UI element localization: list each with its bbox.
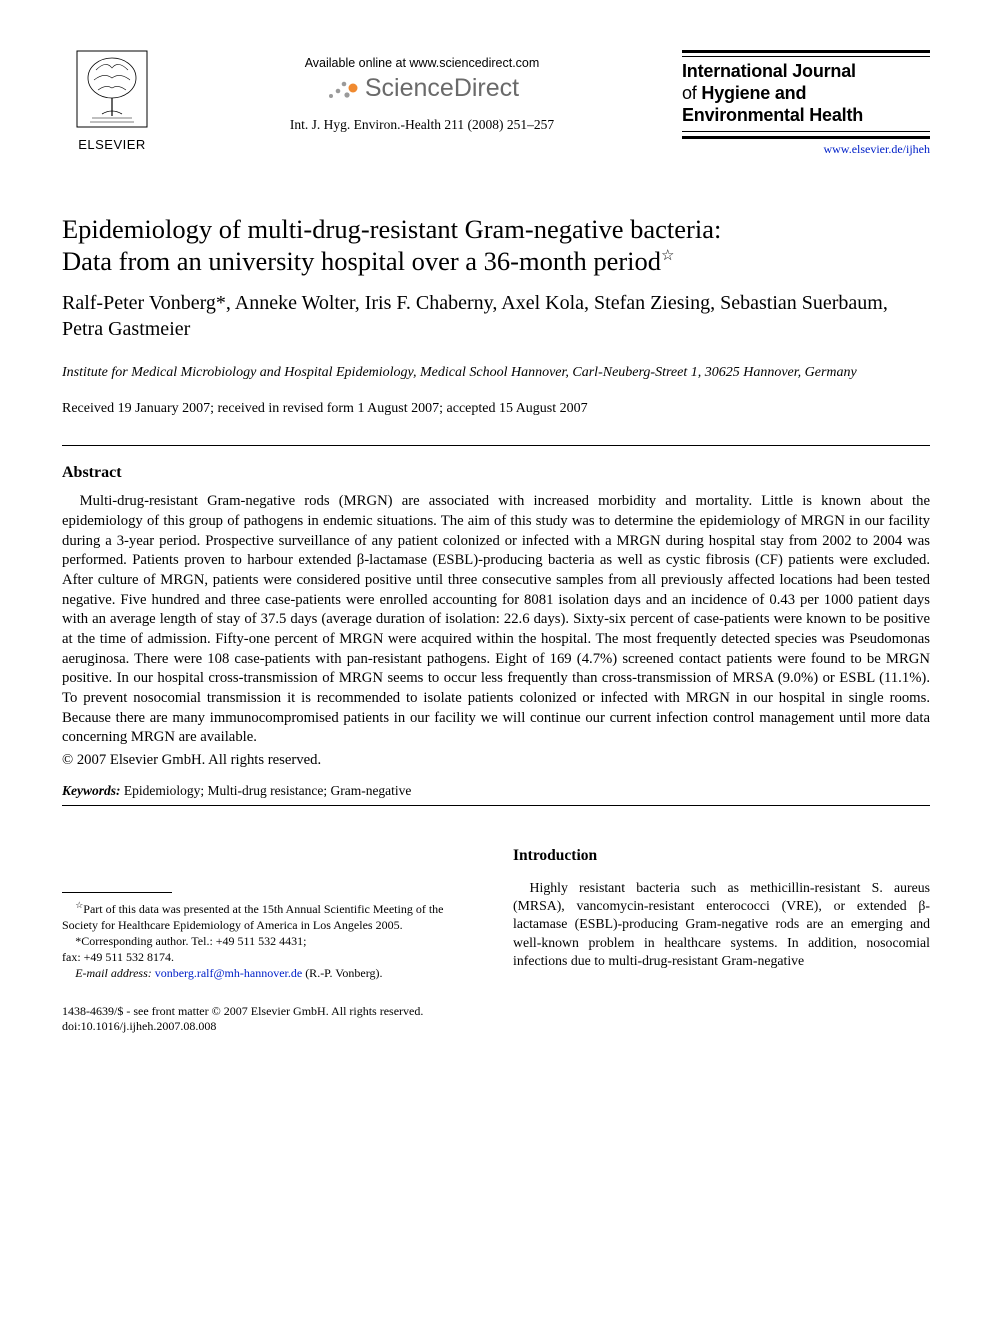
left-column: ☆Part of this data was presented at the … bbox=[62, 846, 479, 981]
bottom-metadata: 1438-4639/$ - see front matter © 2007 El… bbox=[62, 1004, 930, 1035]
article-dates: Received 19 January 2007; received in re… bbox=[62, 401, 930, 417]
affiliation: Institute for Medical Microbiology and H… bbox=[62, 364, 930, 383]
journal-rule-thin bbox=[682, 56, 930, 57]
rule-below-keywords bbox=[62, 805, 930, 806]
abstract-body: Multi-drug-resistant Gram-negative rods … bbox=[62, 492, 930, 748]
email-tail: (R.-P. Vonberg). bbox=[305, 966, 382, 980]
two-column-region: ☆Part of this data was presented at the … bbox=[62, 846, 930, 981]
footnote-star: ☆Part of this data was presented at the … bbox=[62, 899, 479, 933]
right-column: Introduction Highly resistant bacteria s… bbox=[513, 846, 930, 981]
doi-line: doi:10.1016/j.ijheh.2007.08.008 bbox=[62, 1019, 930, 1035]
journal-rule-bottom bbox=[682, 136, 930, 139]
sciencedirect-text: ScienceDirect bbox=[365, 74, 519, 103]
header-center: Available online at www.sciencedirect.co… bbox=[162, 50, 682, 133]
journal-title-line3: Environmental Health bbox=[682, 105, 930, 127]
abstract-heading: Abstract bbox=[62, 464, 930, 482]
available-online-text: Available online at www.sciencedirect.co… bbox=[162, 56, 682, 70]
journal-title-block: International Journal of Hygiene and Env… bbox=[682, 50, 930, 157]
publisher-block: ELSEVIER bbox=[62, 50, 162, 152]
publisher-label: ELSEVIER bbox=[62, 137, 162, 152]
footnote-rule bbox=[62, 892, 172, 893]
article-title: Epidemiology of multi-drug-resistant Gra… bbox=[62, 213, 930, 278]
email-address[interactable]: vonberg.ralf@mh-hannover.de bbox=[152, 966, 305, 980]
journal-title-line2: of Hygiene and bbox=[682, 83, 930, 105]
abstract-copyright: © 2007 Elsevier GmbH. All rights reserve… bbox=[62, 752, 930, 769]
sciencedirect-dots-icon bbox=[325, 76, 359, 102]
author-list: Ralf-Peter Vonberg*, Anneke Wolter, Iris… bbox=[62, 290, 930, 343]
journal-title-line1: International Journal bbox=[682, 61, 930, 83]
journal-rule-thin2 bbox=[682, 131, 930, 132]
title-footnote-star: ☆ bbox=[661, 248, 674, 264]
introduction-body: Highly resistant bacteria such as methic… bbox=[513, 879, 930, 971]
keywords-line: Keywords: Epidemiology; Multi-drug resis… bbox=[62, 783, 930, 799]
introduction-heading: Introduction bbox=[513, 846, 930, 867]
page-header: ELSEVIER Available online at www.science… bbox=[62, 50, 930, 157]
elsevier-tree-icon bbox=[76, 50, 148, 128]
keywords-value: Epidemiology; Multi-drug resistance; Gra… bbox=[121, 783, 412, 798]
email-label: E-mail address: bbox=[75, 966, 152, 980]
issn-line: 1438-4639/$ - see front matter © 2007 El… bbox=[62, 1004, 930, 1020]
rule-above-abstract bbox=[62, 445, 930, 446]
keywords-label: Keywords: bbox=[62, 783, 121, 798]
journal-reference: Int. J. Hyg. Environ.-Health 211 (2008) … bbox=[162, 117, 682, 133]
journal-link[interactable]: www.elsevier.de/ijheh bbox=[682, 142, 930, 157]
journal-rule-top bbox=[682, 50, 930, 53]
sciencedirect-logo: ScienceDirect bbox=[162, 74, 682, 103]
footnote-fax: fax: +49 511 532 8174. bbox=[62, 949, 479, 965]
footnote-corresponding: *Corresponding author. Tel.: +49 511 532… bbox=[62, 933, 479, 949]
footnote-email: E-mail address: vonberg.ralf@mh-hannover… bbox=[62, 965, 479, 981]
